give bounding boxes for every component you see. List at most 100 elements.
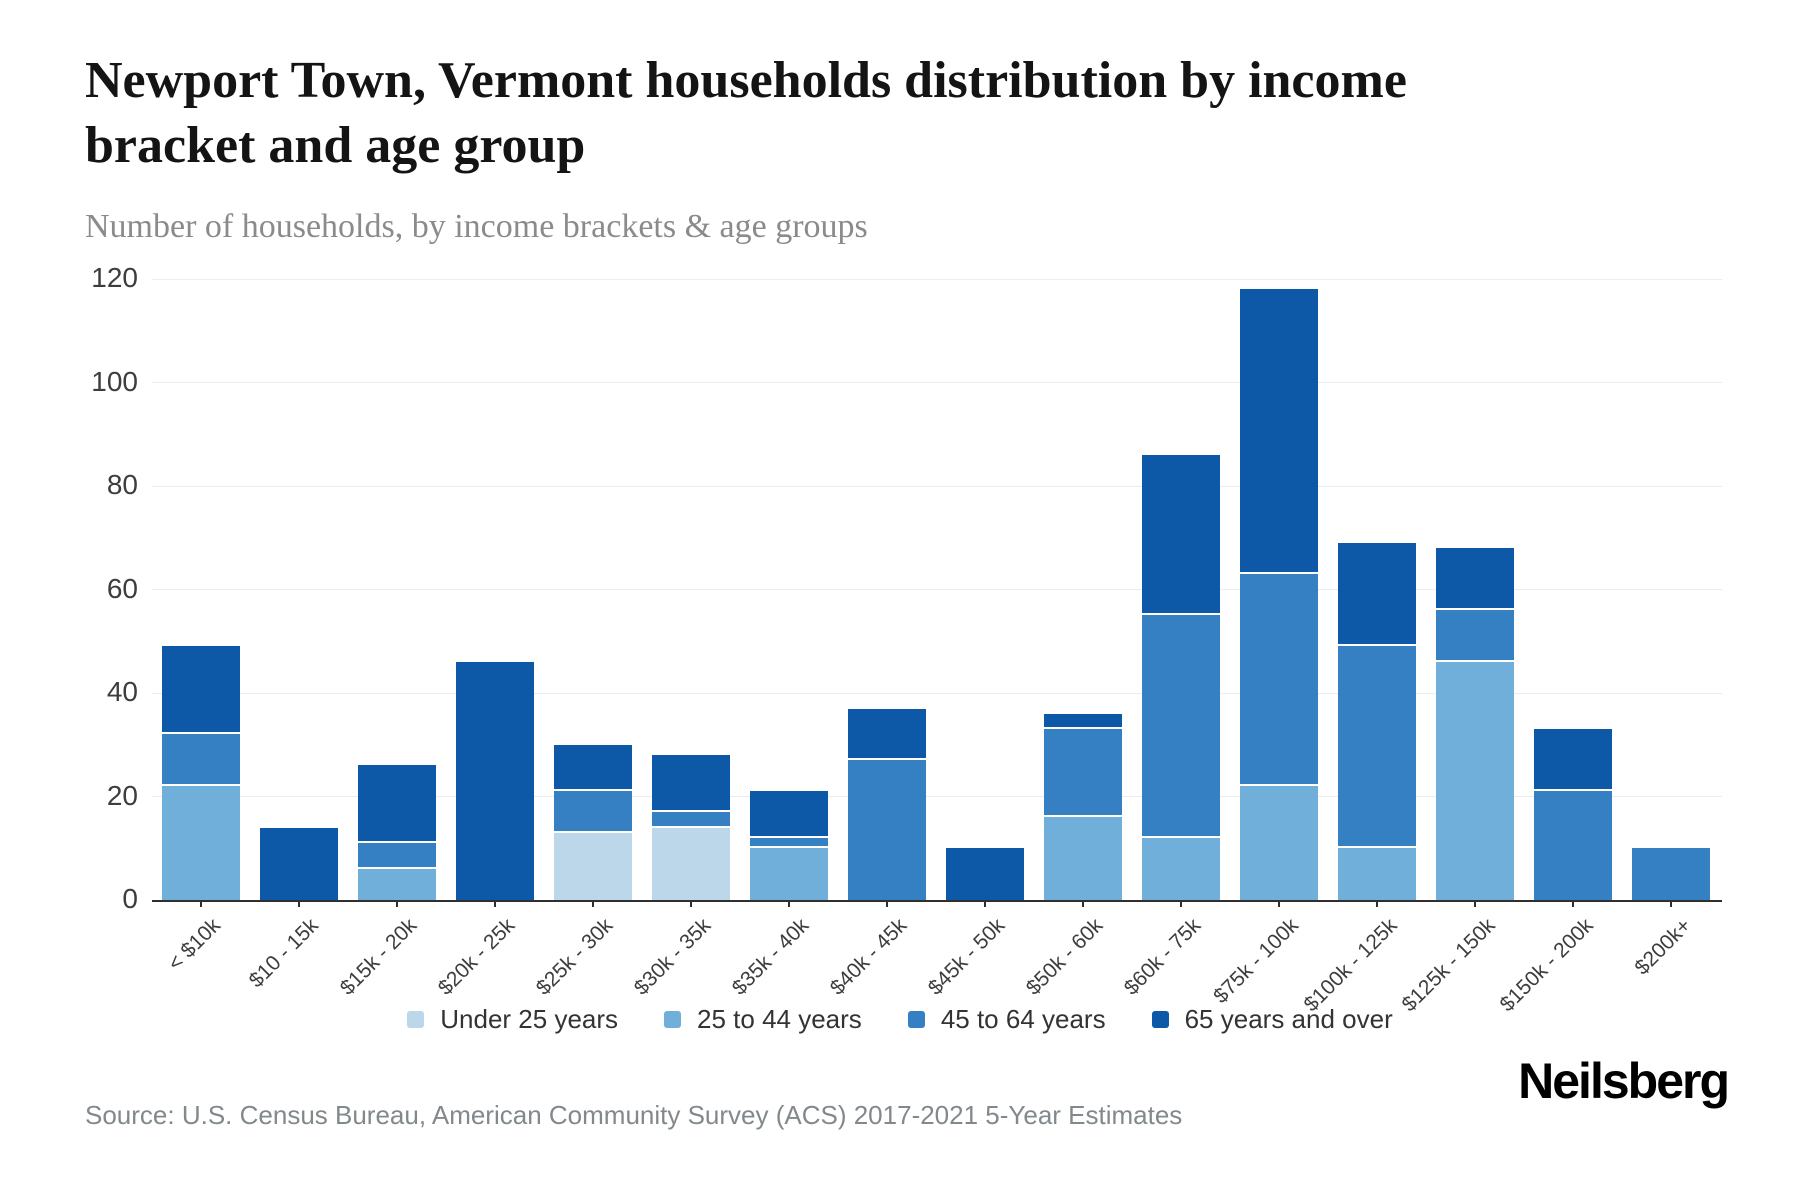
x-axis-tick-label: $50k - 60k [1021, 914, 1108, 1000]
legend-item-65-over[interactable]: 65 years and over [1151, 1004, 1393, 1035]
x-axis-tick [984, 900, 986, 907]
gridline [152, 278, 1722, 280]
legend-swatch-65-over [1151, 1011, 1169, 1028]
x-axis-tick-label: $30k - 35k [629, 914, 716, 1000]
x-axis-tick [1278, 900, 1280, 907]
x-axis-tick-label: $15k - 20k [335, 914, 422, 1000]
y-axis-tick-label: 80 [106, 469, 138, 500]
x-axis-tick [592, 900, 594, 907]
bar-segment--75k-100k[interactable] [1240, 786, 1318, 900]
bar-segment--60k-75k[interactable] [1142, 615, 1220, 838]
bar-segment--75k-100k[interactable] [1240, 289, 1318, 574]
x-axis-tick-label: $40k - 45k [825, 914, 912, 1000]
legend-swatch-25-44 [664, 1011, 682, 1028]
bar-segment--10-15k[interactable] [260, 827, 338, 900]
bar-segment--15k-20k[interactable] [358, 868, 436, 900]
legend-label: Under 25 years [440, 1004, 619, 1034]
x-axis-tick-label: $45k - 50k [923, 914, 1010, 1000]
x-axis-tick [1670, 900, 1672, 907]
x-axis-tick-label: $60k - 75k [1119, 914, 1206, 1000]
gridline [152, 382, 1722, 383]
x-axis-tick [788, 900, 790, 907]
bar-segment--50k-60k[interactable] [1044, 713, 1122, 730]
bar-segment--10k[interactable] [162, 646, 240, 735]
bar-segment--50k-60k[interactable] [1044, 817, 1122, 900]
x-axis-tick-label: $150k - 200k [1495, 914, 1598, 1017]
x-axis-tick [298, 900, 300, 907]
neilsberg-logo: Neilsberg [1518, 1053, 1730, 1109]
y-axis-tick-label: 60 [106, 572, 138, 604]
x-axis-tick [1180, 900, 1182, 907]
bar-segment--30k-35k[interactable] [652, 755, 730, 813]
legend-swatch-45-64 [907, 1011, 925, 1028]
bar-segment--100k-125k[interactable] [1338, 646, 1416, 849]
bar-segment--40k-45k[interactable] [848, 708, 926, 761]
bar-segment--30k-35k[interactable] [652, 827, 730, 900]
gridline [152, 692, 1722, 694]
bar-segment--20k-25k[interactable] [456, 661, 534, 900]
page-title: Newport Town, Vermont households distrib… [85, 52, 1407, 174]
gridline [152, 796, 1722, 797]
x-axis-tick [1474, 900, 1476, 907]
bar-segment--60k-75k[interactable] [1142, 454, 1220, 616]
x-axis-tick [690, 900, 692, 907]
bar-segment--35k-40k[interactable] [750, 791, 828, 838]
bar-segment--40k-45k[interactable] [848, 760, 926, 900]
x-axis-tick-label: < $10k [163, 914, 226, 976]
bar-segment--150k-200k[interactable] [1534, 791, 1612, 900]
bar-segment--100k-125k[interactable] [1338, 848, 1416, 900]
bar-segment--15k-20k[interactable] [358, 843, 436, 869]
bar-segment--125k-150k[interactable] [1436, 548, 1514, 611]
bar-segment--150k-200k[interactable] [1534, 729, 1612, 792]
bar-segment--10k[interactable] [162, 734, 240, 787]
x-axis-tick-label: $75k - 100k [1209, 914, 1304, 1008]
legend-item-45-64[interactable]: 45 to 64 years [907, 1004, 1106, 1035]
x-axis-tick-label: $35k - 40k [727, 914, 814, 1000]
bar-segment--125k-150k[interactable] [1436, 661, 1514, 900]
bar-segment--35k-40k[interactable] [750, 848, 828, 900]
bar-segment--15k-20k[interactable] [358, 765, 436, 844]
x-axis-tick-label: $25k - 30k [531, 914, 618, 1000]
x-axis-tick [494, 900, 496, 907]
bar-segment--125k-150k[interactable] [1436, 610, 1514, 662]
bar-segment--25k-30k[interactable] [554, 791, 632, 833]
legend-item-under-25[interactable]: Under 25 years [407, 1004, 618, 1035]
y-axis-tick-label: 20 [106, 779, 138, 811]
x-axis-tick [1376, 900, 1378, 907]
x-axis-tick [396, 900, 398, 907]
chart-legend: Under 25 years 25 to 44 years 45 to 64 y… [0, 1004, 1800, 1035]
x-axis-tick-label: $10 - 15k [245, 914, 324, 993]
bar-segment--50k-60k[interactable] [1044, 729, 1122, 818]
bar-segment--45k-50k[interactable] [946, 848, 1024, 900]
bar-segment--60k-75k[interactable] [1142, 837, 1220, 900]
x-axis-tick [1572, 900, 1574, 907]
x-axis-tick [1082, 900, 1084, 907]
bar-segment--25k-30k[interactable] [554, 744, 632, 792]
page-subtitle: Number of households, by income brackets… [85, 208, 868, 245]
y-axis-tick-label: 0 [122, 883, 138, 914]
x-axis-tick [200, 900, 202, 907]
bar-segment--10k[interactable] [162, 786, 240, 900]
legend-label: 45 to 64 years [940, 1004, 1106, 1034]
source-attribution: Source: U.S. Census Bureau, American Com… [85, 1100, 1183, 1130]
x-axis-tick-label: $200k+ [1629, 914, 1696, 980]
x-axis-tick-label: $100k - 125k [1299, 914, 1402, 1017]
legend-label: 65 years and over [1184, 1004, 1393, 1034]
gridline [152, 589, 1722, 590]
bar-segment--200k+[interactable] [1632, 848, 1710, 900]
bar-segment--100k-125k[interactable] [1338, 542, 1416, 647]
y-axis-tick-label: 100 [91, 365, 138, 397]
x-axis-tick [886, 900, 888, 907]
x-axis-tick-label: $125k - 150k [1397, 914, 1500, 1017]
bar-segment--30k-35k[interactable] [652, 812, 730, 828]
bar-segment--35k-40k[interactable] [750, 837, 828, 849]
legend-item-25-44[interactable]: 25 to 44 years [664, 1004, 862, 1035]
bar-segment--75k-100k[interactable] [1240, 573, 1318, 787]
y-axis-tick-label: 120 [91, 262, 138, 293]
x-axis-line [152, 900, 1722, 902]
y-axis-tick-label: 40 [106, 676, 138, 707]
bar-segment--25k-30k[interactable] [554, 832, 632, 900]
legend-label: 25 to 44 years [697, 1004, 862, 1034]
legend-swatch-under-25 [407, 1011, 425, 1028]
